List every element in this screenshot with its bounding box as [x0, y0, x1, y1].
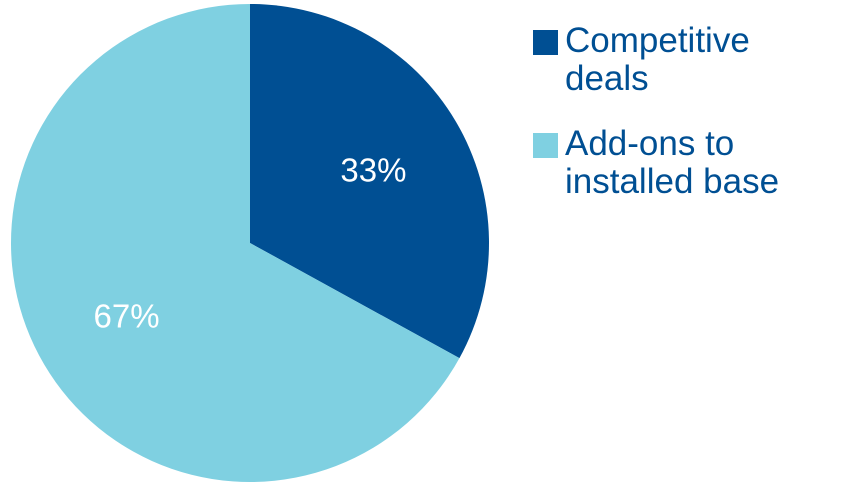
legend-label-add-ons-installed-base: Add-ons to installed base — [565, 124, 780, 201]
pie-value-labels: 33% 67% — [94, 152, 407, 335]
pie-value-label-add-ons-installed-base: 67% — [94, 297, 160, 334]
pie-value-label-competitive-deals: 33% — [340, 152, 406, 189]
legend-swatch-competitive-deals — [533, 30, 558, 55]
legend-label-competitive-deals: Competitive deals — [565, 21, 750, 98]
pie-slices — [11, 4, 489, 482]
pie-slice-competitive-deals — [250, 4, 489, 359]
legend-item-competitive-deals: Competitive deals — [533, 22, 838, 98]
legend-swatch-add-ons-installed-base — [533, 133, 558, 158]
pie-slice-add-ons-installed-base — [11, 4, 460, 482]
legend-item-add-ons-installed-base: Add-ons to installed base — [533, 125, 838, 201]
chart-legend: Competitive deals Add-ons to installed b… — [533, 22, 838, 228]
